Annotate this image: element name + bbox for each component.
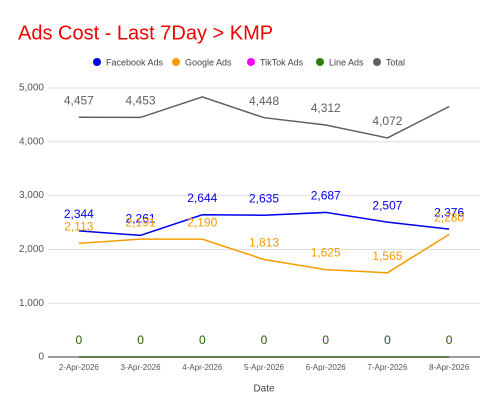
data-label: 2,261 bbox=[126, 212, 156, 226]
data-label: 0 bbox=[261, 333, 268, 347]
legend-label: Line Ads bbox=[329, 57, 364, 67]
y-tick-label: 5,000 bbox=[19, 83, 44, 94]
legend-label: Facebook Ads bbox=[106, 57, 164, 67]
legend-marker bbox=[316, 58, 324, 66]
data-label: 2,191 bbox=[126, 215, 156, 229]
data-label: 0 bbox=[322, 333, 329, 347]
data-label: 2,376 bbox=[434, 205, 464, 219]
data-label: 1,813 bbox=[249, 236, 279, 250]
x-tick-label: 7-Apr-2026 bbox=[367, 363, 408, 372]
data-label: 2,635 bbox=[249, 191, 279, 205]
x-tick-label: 6-Apr-2026 bbox=[306, 363, 347, 372]
data-label: 2,280 bbox=[434, 211, 464, 225]
data-label: 4,457 bbox=[64, 93, 94, 107]
data-label: 0 bbox=[384, 333, 391, 347]
data-label: 1,565 bbox=[372, 249, 402, 263]
data-label: 2,344 bbox=[64, 207, 94, 221]
x-tick-label: 8-Apr-2026 bbox=[429, 363, 470, 372]
series-line bbox=[78, 211, 450, 237]
y-tick-label: 2,000 bbox=[19, 244, 44, 255]
data-label: 0 bbox=[199, 333, 206, 347]
data-label: 4,453 bbox=[126, 94, 156, 108]
legend-label: Google Ads bbox=[185, 57, 232, 67]
data-label: 2,644 bbox=[187, 191, 217, 205]
x-axis-title: Date bbox=[253, 384, 275, 395]
data-label: 0 bbox=[446, 333, 453, 347]
data-label: 0 bbox=[446, 333, 453, 347]
x-tick-label: 5-Apr-2026 bbox=[244, 363, 285, 372]
y-tick-label: 3,000 bbox=[19, 190, 44, 201]
data-label: 4,312 bbox=[311, 101, 341, 115]
data-label: 0 bbox=[137, 333, 144, 347]
data-label: 0 bbox=[199, 333, 206, 347]
x-tick-label: 3-Apr-2026 bbox=[121, 363, 162, 372]
y-tick-label: 0 bbox=[38, 352, 44, 363]
legend-marker bbox=[373, 58, 381, 66]
legend-marker bbox=[93, 58, 101, 66]
data-label: 0 bbox=[384, 333, 391, 347]
legend-marker bbox=[247, 58, 255, 66]
series-line bbox=[78, 96, 450, 139]
legend-label: TikTok Ads bbox=[260, 57, 304, 67]
data-label: 0 bbox=[137, 333, 144, 347]
series-line bbox=[78, 233, 450, 274]
data-label: 2,687 bbox=[311, 189, 341, 203]
chart-title: Ads Cost - Last 7Day > KMP bbox=[18, 22, 273, 44]
y-tick-label: 4,000 bbox=[19, 136, 44, 147]
data-label: 4,448 bbox=[249, 94, 279, 108]
data-label: 0 bbox=[76, 333, 83, 347]
data-label: 1,625 bbox=[311, 246, 341, 260]
data-label: 0 bbox=[261, 333, 268, 347]
data-label: 2,190 bbox=[187, 215, 217, 229]
data-label: 2,507 bbox=[372, 198, 402, 212]
y-tick-label: 1,000 bbox=[19, 298, 44, 309]
x-tick-label: 4-Apr-2026 bbox=[182, 363, 223, 372]
data-label: 0 bbox=[76, 333, 83, 347]
legend-marker bbox=[172, 58, 180, 66]
data-label: 2,113 bbox=[64, 219, 93, 233]
data-label: 4,072 bbox=[372, 114, 402, 128]
legend-label: Total bbox=[386, 57, 405, 67]
data-label: 0 bbox=[322, 333, 329, 347]
x-tick-label: 2-Apr-2026 bbox=[59, 363, 100, 372]
